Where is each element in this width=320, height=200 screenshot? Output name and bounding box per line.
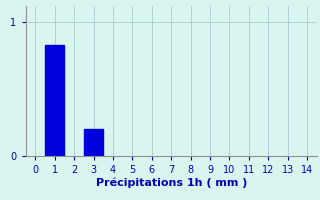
X-axis label: Précipitations 1h ( mm ): Précipitations 1h ( mm ) <box>95 178 247 188</box>
Bar <box>84 129 103 156</box>
Bar <box>45 45 64 156</box>
